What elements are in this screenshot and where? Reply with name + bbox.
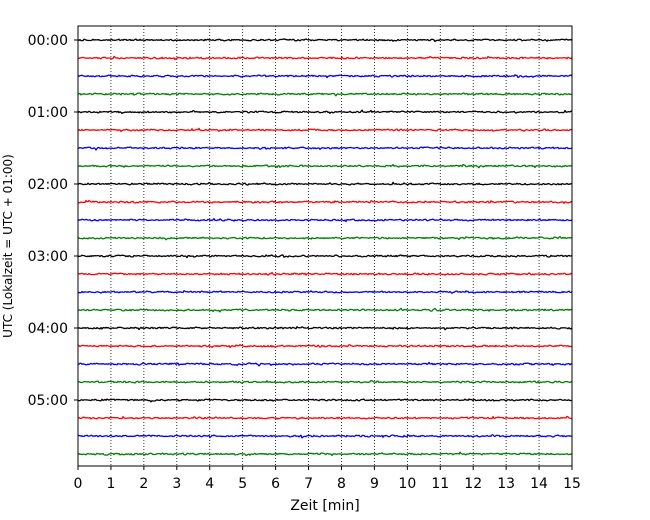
seismic-trace xyxy=(77,55,573,61)
seismic-trace xyxy=(77,38,573,43)
x-tick-label: 0 xyxy=(74,476,83,492)
y-tick-label: 02:00 xyxy=(28,177,68,193)
x-tick-label: 2 xyxy=(139,476,148,492)
plot-background xyxy=(78,26,572,466)
seismic-trace xyxy=(77,271,573,276)
x-tick-label: 13 xyxy=(497,476,515,492)
x-tick-label: 6 xyxy=(271,476,280,492)
seismic-trace xyxy=(77,344,573,349)
x-tick-label: 10 xyxy=(398,476,416,492)
y-tick-label: 00:00 xyxy=(28,33,68,49)
y-axis-ticks: 00:00 01:00 02:00 03:00 04:00 05:00 xyxy=(28,33,78,409)
y-tick-label: 03:00 xyxy=(28,249,68,265)
x-axis-title: Zeit [min] xyxy=(290,498,359,514)
seismic-trace xyxy=(77,398,573,403)
seismic-trace xyxy=(77,109,573,115)
seismic-trace xyxy=(77,415,573,420)
y-axis-title: UTC (Lokalzeit = UTC + 01:00) xyxy=(1,154,15,338)
seismic-trace xyxy=(77,127,573,133)
x-tick-label: 8 xyxy=(337,476,346,492)
seismic-trace xyxy=(77,217,573,223)
seismic-trace xyxy=(77,163,573,169)
seismic-trace xyxy=(77,451,573,457)
x-tick-label: 1 xyxy=(106,476,115,492)
x-tick-label: 4 xyxy=(205,476,214,492)
seismic-trace xyxy=(77,307,573,313)
seismic-traces xyxy=(77,38,573,457)
seismic-trace xyxy=(77,379,573,384)
x-axis-ticks: 0 1 2 3 4 5 6 7 8 9 10 11 12 13 14 15 xyxy=(74,466,581,492)
seismic-trace xyxy=(77,254,573,259)
x-tick-label: 5 xyxy=(238,476,247,492)
seismic-trace xyxy=(77,290,573,294)
y-tick-label: 01:00 xyxy=(28,105,68,121)
seismic-trace xyxy=(77,181,573,186)
seismic-trace xyxy=(77,146,573,151)
x-tick-label: 14 xyxy=(530,476,548,492)
plot-frame xyxy=(77,25,573,467)
seismic-trace xyxy=(77,92,573,97)
seismic-trace xyxy=(77,361,573,367)
x-tick-label: 12 xyxy=(464,476,482,492)
x-tick-label: 15 xyxy=(563,476,581,492)
seismic-trace xyxy=(77,74,573,79)
seismic-trace xyxy=(77,235,573,241)
x-tick-label: 9 xyxy=(370,476,379,492)
x-gridlines xyxy=(110,26,540,466)
seismic-trace xyxy=(77,326,573,331)
x-tick-label: 11 xyxy=(431,476,449,492)
seismic-trace xyxy=(77,434,573,439)
x-tick-label: 3 xyxy=(172,476,181,492)
seismic-trace xyxy=(77,199,573,204)
x-tick-label: 7 xyxy=(304,476,313,492)
y-tick-label: 04:00 xyxy=(28,321,68,337)
y-tick-label: 05:00 xyxy=(28,393,68,409)
